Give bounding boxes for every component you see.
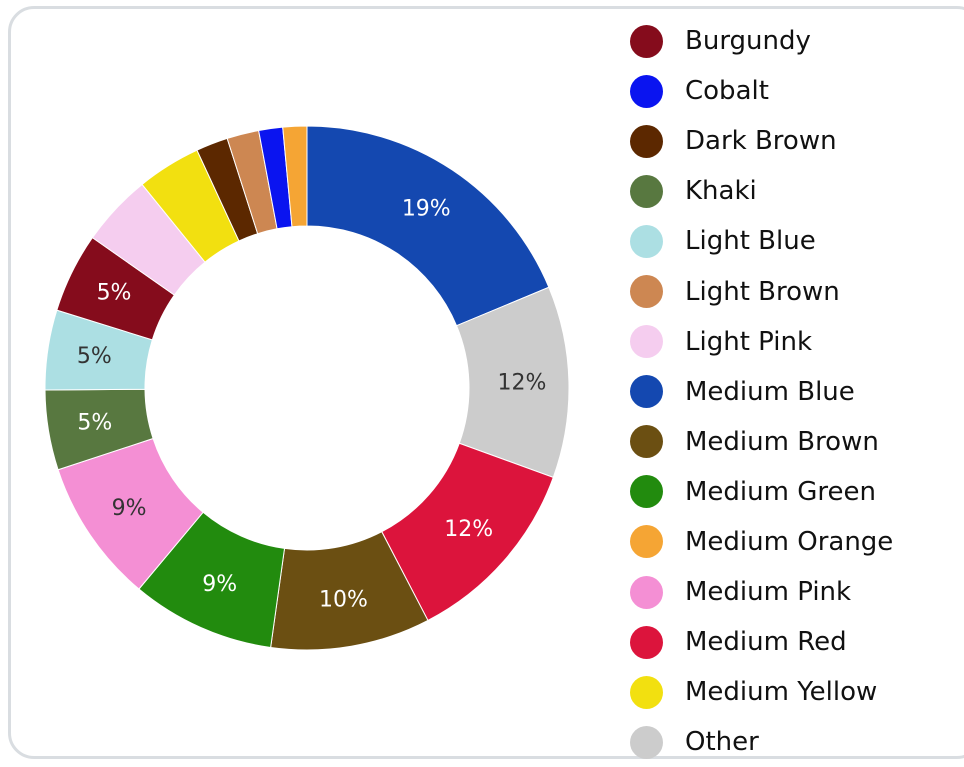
legend-swatch [630,575,663,609]
slice-label-burgundy: 5% [97,281,132,306]
slice-medium-orange[interactable] [282,125,308,228]
legend-swatch [630,725,663,759]
slice-label-light-blue: 5% [77,344,112,369]
legend-swatch [630,325,663,359]
legend-swatch [630,224,663,258]
slice-label-medium-green: 9% [202,572,237,597]
legend-label: Medium Pink [685,577,852,608]
legend-swatch [630,525,663,559]
legend-label: Medium Blue [685,376,855,407]
legend-item-light-blue[interactable]: Light Blue [630,216,893,266]
legend-swatch [630,425,663,459]
chart-legend: Burgundy Cobalt Dark Brown Khaki Light Blue L… [630,16,893,767]
slice-label-medium-blue: 19% [402,197,451,222]
legend-item-burgundy[interactable]: Burgundy [630,16,893,66]
legend-label: Medium Brown [685,426,879,457]
donut-slices [44,125,570,651]
legend-label: Other [685,727,759,758]
legend-label: Medium Red [685,627,847,658]
slice-label-medium-brown: 10% [319,587,368,612]
legend-item-medium-brown[interactable]: Medium Brown [630,417,893,467]
legend-item-medium-green[interactable]: Medium Green [630,467,893,517]
legend-item-light-brown[interactable]: Light Brown [630,266,893,316]
donut-chart: 19% 12% 12% 10% 9% 9% 5% 5% 5% [44,125,570,651]
legend-label: Cobalt [685,76,769,107]
legend-label: Medium Green [685,476,876,507]
slice-medium-blue[interactable] [306,125,550,327]
legend-swatch [630,24,663,58]
legend-item-medium-red[interactable]: Medium Red [630,617,893,667]
legend-item-medium-yellow[interactable]: Medium Yellow [630,667,893,717]
legend-item-dark-brown[interactable]: Dark Brown [630,116,893,166]
slice-label-medium-red: 12% [444,517,493,542]
slice-label-other: 12% [497,371,546,396]
legend-label: Burgundy [685,26,811,57]
legend-item-medium-blue[interactable]: Medium Blue [630,367,893,417]
legend-item-khaki[interactable]: Khaki [630,166,893,216]
legend-swatch [630,375,663,409]
slice-label-medium-pink: 9% [112,496,147,521]
legend-label: Light Brown [685,276,840,307]
legend-swatch [630,74,663,108]
legend-label: Light Blue [685,226,816,257]
legend-label: Medium Yellow [685,677,878,708]
legend-item-light-pink[interactable]: Light Pink [630,317,893,367]
legend-swatch [630,475,663,509]
slice-label-khaki: 5% [77,410,112,435]
legend-item-medium-pink[interactable]: Medium Pink [630,567,893,617]
legend-swatch [630,174,663,208]
legend-swatch [630,275,663,309]
legend-item-cobalt[interactable]: Cobalt [630,66,893,116]
legend-item-medium-orange[interactable]: Medium Orange [630,517,893,567]
legend-swatch [630,675,663,709]
legend-swatch [630,625,663,659]
legend-label: Medium Orange [685,526,894,557]
legend-label: Khaki [685,176,757,207]
donut-slice-labels: 19% 12% 12% 10% 9% 9% 5% 5% 5% [77,197,547,613]
legend-swatch [630,124,663,158]
legend-label: Dark Brown [685,126,837,157]
legend-label: Light Pink [685,326,813,357]
legend-item-other[interactable]: Other [630,717,893,767]
